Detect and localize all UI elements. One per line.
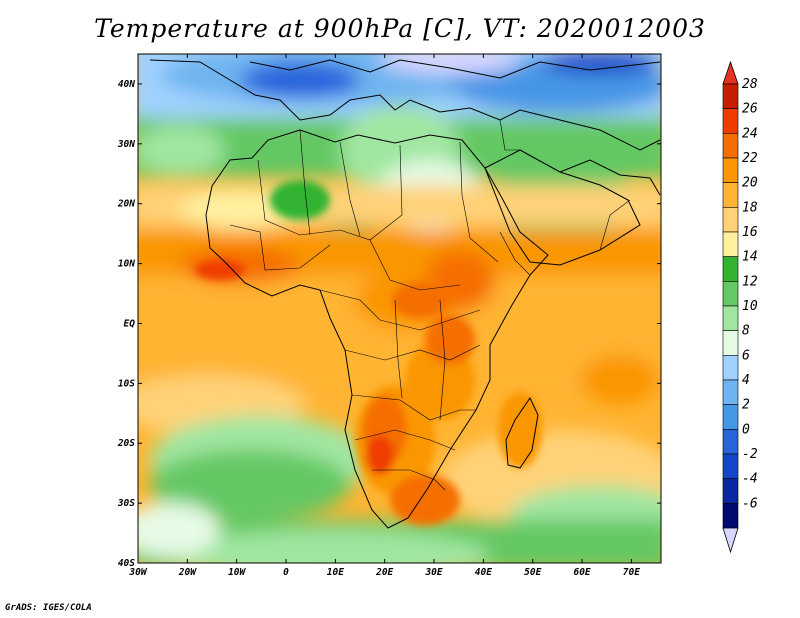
colorbar-label: 12 xyxy=(742,274,758,289)
colorbar-swatch xyxy=(722,305,739,331)
borders xyxy=(229,119,631,491)
colorbar-swatch xyxy=(722,108,739,134)
colorbar-label: 28 xyxy=(742,77,758,92)
temperature-field xyxy=(138,54,661,563)
colorbar-label: 18 xyxy=(742,200,758,215)
lon-tick-label: 40E xyxy=(475,567,492,578)
lon-tick-label: 30W xyxy=(128,567,147,578)
colorbar-swatch xyxy=(722,355,739,381)
colorbar-label: 10 xyxy=(742,299,758,314)
grads-credit: GrADS: IGES/COLA xyxy=(5,603,92,613)
lat-tick-label: 30S xyxy=(117,498,135,509)
colorbar-swatch xyxy=(722,256,739,282)
colorbar-swatch xyxy=(722,231,739,257)
colorbar-swatch xyxy=(722,478,739,504)
lon-tick-label: 20W xyxy=(178,567,197,578)
lon-tick-label: 10E xyxy=(327,567,344,578)
lon-tick-label: 60E xyxy=(573,567,590,578)
lat-tick-label: 30N xyxy=(117,139,135,150)
colorbar-swatch xyxy=(722,330,739,356)
lat-tick-label: EQ xyxy=(124,318,136,329)
colorbar-label: -6 xyxy=(742,496,758,511)
colorbar-swatch xyxy=(722,182,739,208)
lat-tick-label: 40S xyxy=(118,558,135,569)
colorbar-swatch xyxy=(722,157,739,183)
lon-tick-label: 0 xyxy=(283,567,289,578)
colorbar-swatch xyxy=(722,404,739,430)
colorbar-under-arrow xyxy=(722,527,739,554)
colorbar-swatch xyxy=(722,503,739,529)
coastlines xyxy=(149,59,661,529)
lon-tick-label: 70E xyxy=(623,567,640,578)
colorbar-label: -4 xyxy=(742,472,758,487)
lon-tick-label: 10W xyxy=(228,567,246,578)
colorbar-label: 22 xyxy=(742,151,758,166)
plot-frame xyxy=(137,53,662,564)
lat-tick-label: 10S xyxy=(118,378,135,389)
colorbar-label: 14 xyxy=(742,250,758,265)
colorbar-label: 24 xyxy=(742,126,758,141)
colorbar-swatch xyxy=(722,429,739,455)
colorbar-label: 8 xyxy=(742,324,750,339)
lon-tick-label: 30E xyxy=(424,567,442,578)
lat-tick-label: 20S xyxy=(117,438,135,449)
colorbar-swatch xyxy=(722,207,739,233)
colorbar-swatch xyxy=(722,133,739,159)
latitude-axis: 40N 30N 20N 10N EQ 10S 20S 30S 40S xyxy=(117,79,661,569)
lon-tick-label: 20E xyxy=(375,567,393,578)
colorbar-over-arrow xyxy=(722,60,739,85)
colorbar-label: 0 xyxy=(742,422,750,437)
colorbar-label: 4 xyxy=(742,373,750,388)
longitude-axis: 30W 20W 10W 0 10E 20E 30E 40E 50E 60E 70E xyxy=(128,54,640,578)
lat-tick-label: 40N xyxy=(118,79,135,90)
lat-tick-label: 20N xyxy=(117,199,135,210)
colorbar-swatch xyxy=(722,379,739,405)
map-title: Temperature at 900hPa [C], VT: 202001200… xyxy=(94,14,706,43)
colorbar-label: 20 xyxy=(742,176,758,191)
colorbar-swatch xyxy=(722,453,739,479)
colorbar-label: 6 xyxy=(742,348,750,363)
colorbar-swatch xyxy=(722,83,739,109)
colorbar-swatch xyxy=(722,281,739,307)
colorbar-label: 26 xyxy=(742,102,758,117)
colorbar-label: -2 xyxy=(742,447,758,462)
colorbar-label: 16 xyxy=(742,225,758,240)
colorbar-label: 2 xyxy=(742,398,750,413)
lon-tick-label: 50E xyxy=(524,567,541,578)
lat-tick-label: 10N xyxy=(118,259,135,270)
